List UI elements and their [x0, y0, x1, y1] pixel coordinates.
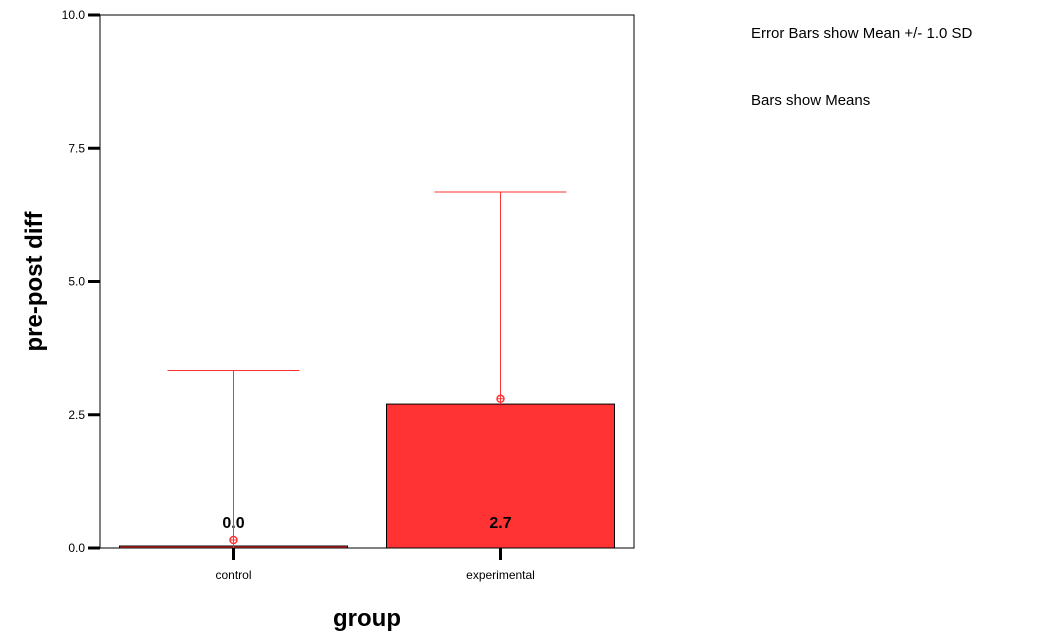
y-tick-label: 2.5	[68, 408, 85, 422]
x-axis: control experimental	[215, 548, 535, 582]
x-axis-title: group	[333, 605, 401, 632]
y-axis: 0.0 2.5 5.0 7.5 10.0	[62, 8, 100, 555]
y-tick-label: 0.0	[68, 541, 85, 555]
x-tick-label: experimental	[466, 568, 535, 582]
bars-group: 0.0 2.7	[119, 403, 615, 549]
mean-marker-experimental	[496, 394, 505, 404]
y-axis-title: pre-post diff	[21, 211, 48, 352]
y-tick-label: 5.0	[68, 275, 85, 289]
bars-note: Bars show Means	[751, 92, 871, 109]
mean-marker-control	[229, 535, 238, 545]
y-tick-label: 10.0	[62, 8, 86, 22]
error-bars-note: Error Bars show Mean +/- 1.0 SD	[751, 25, 973, 42]
error-bars-group	[167, 191, 567, 548]
x-tick-label: control	[215, 568, 251, 582]
data-label: 2.7	[489, 515, 511, 532]
y-tick-label: 7.5	[68, 141, 85, 155]
